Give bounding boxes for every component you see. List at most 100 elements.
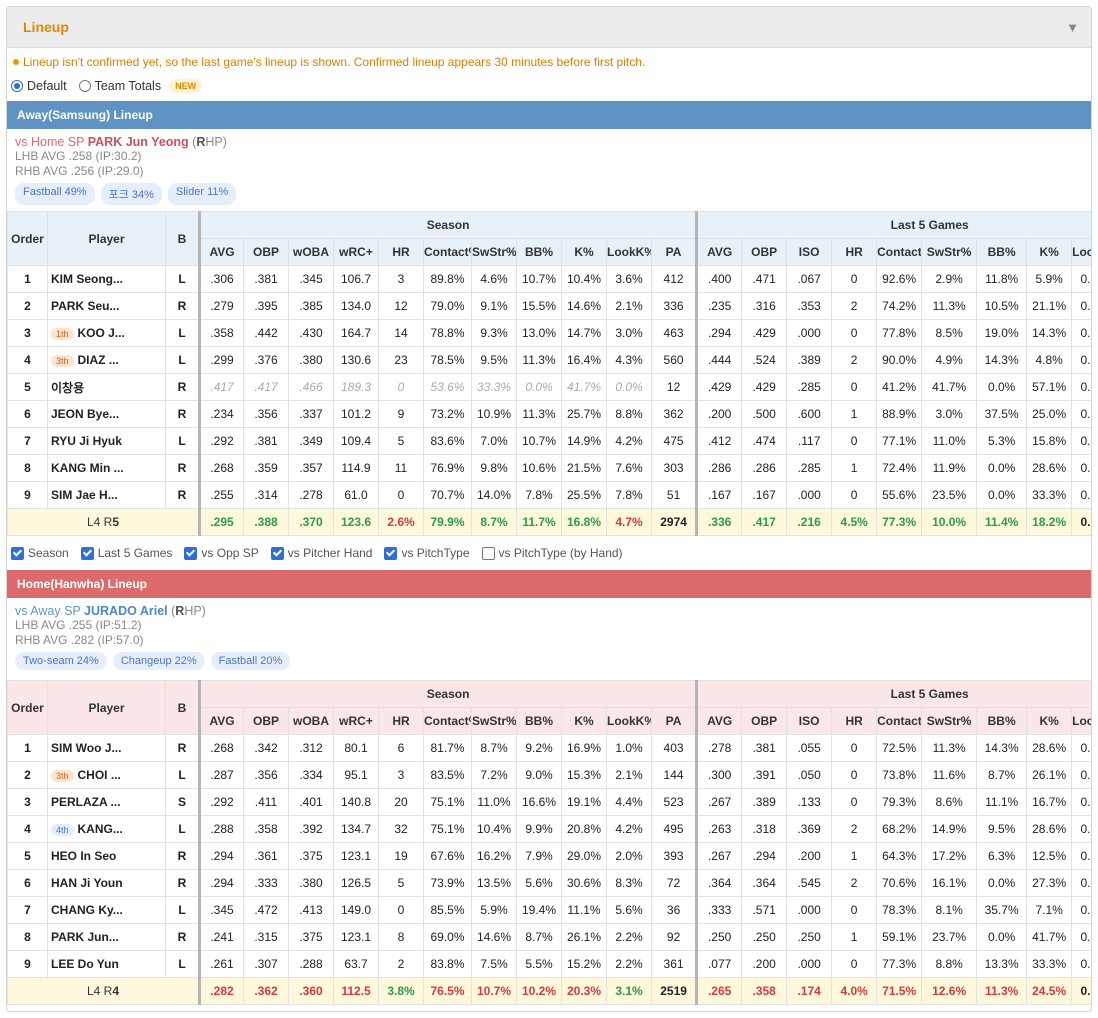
player-name[interactable]: JEON Bye... — [51, 407, 120, 421]
header-season-col[interactable]: Contact% — [423, 238, 472, 266]
player-name[interactable]: HAN Ji Youn — [51, 876, 123, 890]
header-last5-col[interactable]: SwStr% — [921, 707, 978, 735]
header-last5-col[interactable]: Contact% — [876, 238, 923, 266]
player-cell[interactable]: SIM Woo J... — [47, 734, 166, 762]
player-cell[interactable]: 3th DIAZ ... — [47, 346, 166, 374]
header-last5-col[interactable]: AVG — [695, 238, 743, 266]
checkbox-vs-pitchtype-by-hand[interactable] — [481, 546, 495, 560]
header-last5-col[interactable]: BB% — [976, 238, 1028, 266]
checkbox-vs-pitchtype[interactable] — [384, 546, 398, 560]
player-name[interactable]: KIM Seong... — [51, 272, 123, 286]
header-season-col[interactable]: AVG — [198, 707, 244, 735]
player-cell[interactable]: HEO In Seo — [47, 842, 166, 870]
header-season-col[interactable]: K% — [561, 238, 607, 266]
player-name[interactable]: KOO J... — [77, 326, 125, 340]
player-cell[interactable]: 1th KOO J... — [47, 319, 166, 347]
header-order[interactable]: Order — [7, 211, 48, 266]
header-last5-col[interactable]: OBP — [741, 707, 788, 735]
header-last5-col[interactable]: K% — [1026, 707, 1073, 735]
header-season-col[interactable]: HR — [378, 707, 424, 735]
header-season-col[interactable]: PA — [650, 238, 698, 266]
header-season-col[interactable]: wRC+ — [333, 707, 379, 735]
player-cell[interactable]: 4th KANG... — [47, 815, 166, 843]
header-last5-col[interactable]: ISO — [786, 238, 833, 266]
toggle-last5[interactable]: Last 5 Games — [80, 546, 172, 560]
toggle-vs-pitchtype[interactable]: vs PitchType — [384, 546, 470, 560]
header-season-col[interactable]: wOBA — [288, 707, 334, 735]
player-name[interactable]: 이창용 — [51, 380, 85, 395]
header-last5-col[interactable]: SwStr% — [921, 238, 978, 266]
player-cell[interactable]: SIM Jae H... — [47, 481, 166, 509]
toggle-vs-pitchtype-by-hand[interactable]: vs PitchType (by Hand) — [481, 546, 623, 560]
radio-default-circle[interactable] — [11, 80, 23, 92]
away-sp-name[interactable]: PARK Jun Yeong — [87, 135, 189, 149]
toggle-vs-pitcher-hand[interactable]: vs Pitcher Hand — [270, 546, 372, 560]
player-name[interactable]: SIM Woo J... — [51, 741, 122, 755]
player-name[interactable]: CHANG Ky... — [51, 903, 123, 917]
header-last5-col[interactable]: BB% — [976, 707, 1028, 735]
header-season-col[interactable]: SwStr% — [471, 707, 517, 735]
header-order[interactable]: Order — [7, 680, 48, 735]
header-season-col[interactable]: OBP — [243, 238, 289, 266]
header-season-col[interactable]: SwStr% — [471, 238, 517, 266]
player-cell[interactable]: 3th CHOI ... — [47, 761, 166, 789]
collapse-caret-icon[interactable]: ▼ — [1066, 19, 1079, 35]
player-cell[interactable]: HAN Ji Youn — [47, 869, 166, 897]
player-cell[interactable]: PARK Jun... — [47, 923, 166, 951]
header-last5-col[interactable]: K% — [1026, 238, 1073, 266]
header-last5-col[interactable]: OBP — [741, 238, 788, 266]
header-season-col[interactable]: HR — [378, 238, 424, 266]
header-season-col[interactable]: OBP — [243, 707, 289, 735]
player-name[interactable]: KANG... — [77, 822, 123, 836]
player-cell[interactable]: KANG Min ... — [47, 454, 166, 482]
player-name[interactable]: RYU Ji Hyuk — [51, 434, 122, 448]
player-cell[interactable]: KIM Seong... — [47, 265, 166, 293]
header-last5-col[interactable]: Contact% — [876, 707, 923, 735]
home-sp-name[interactable]: JURADO Ariel — [84, 604, 168, 618]
header-season-col[interactable]: LookK% — [606, 707, 652, 735]
header-last5-col[interactable]: HR — [831, 238, 878, 266]
header-season-col[interactable]: BB% — [516, 238, 562, 266]
player-cell[interactable]: RYU Ji Hyuk — [47, 427, 166, 455]
header-last5-col[interactable]: ISO — [786, 707, 833, 735]
header-last5-col[interactable]: LookK% — [1071, 238, 1091, 266]
header-season-col[interactable]: LookK% — [606, 238, 652, 266]
checkbox-vs-pitcher-hand[interactable] — [270, 546, 284, 560]
player-cell[interactable]: 이창용 — [47, 373, 166, 401]
player-name[interactable]: PERLAZA ... — [51, 795, 121, 809]
header-season-col[interactable]: wRC+ — [333, 238, 379, 266]
toggle-vs-opp-sp[interactable]: vs Opp SP — [184, 546, 259, 560]
player-cell[interactable]: PARK Seu... — [47, 292, 166, 320]
header-season-col[interactable]: BB% — [516, 707, 562, 735]
toggle-season[interactable]: Season — [11, 546, 69, 560]
header-bats[interactable]: B — [165, 211, 200, 266]
radio-team-totals-circle[interactable] — [78, 80, 91, 92]
checkbox-season[interactable] — [11, 546, 24, 560]
header-player[interactable]: Player — [47, 680, 166, 735]
checkbox-last5[interactable] — [80, 546, 94, 560]
player-cell[interactable]: JEON Bye... — [47, 400, 166, 428]
player-cell[interactable]: LEE Do Yun — [47, 950, 166, 978]
header-season-col[interactable]: K% — [561, 707, 607, 735]
player-name[interactable]: KANG Min ... — [51, 461, 124, 475]
header-season-col[interactable]: AVG — [198, 238, 244, 266]
player-cell[interactable]: CHANG Ky... — [47, 896, 166, 924]
radio-default[interactable]: Default — [11, 79, 67, 93]
header-bats[interactable]: B — [165, 680, 200, 735]
checkbox-vs-opp-sp[interactable] — [184, 546, 198, 560]
header-last5-col[interactable]: HR — [831, 707, 878, 735]
panel-header[interactable]: Lineup ▼ — [7, 7, 1091, 48]
header-player[interactable]: Player — [47, 211, 166, 266]
header-season-col[interactable]: wOBA — [288, 238, 334, 266]
player-name[interactable]: HEO In Seo — [51, 849, 117, 863]
player-cell[interactable]: PERLAZA ... — [47, 788, 166, 816]
player-name[interactable]: PARK Seu... — [51, 299, 120, 313]
header-season-col[interactable]: Contact% — [423, 707, 472, 735]
player-name[interactable]: DIAZ ... — [77, 353, 119, 367]
header-last5-col[interactable]: AVG — [695, 707, 743, 735]
radio-team-totals[interactable]: Team Totals — [78, 79, 161, 93]
player-name[interactable]: SIM Jae H... — [51, 488, 118, 502]
player-name[interactable]: PARK Jun... — [51, 930, 119, 944]
player-name[interactable]: LEE Do Yun — [51, 957, 119, 971]
header-season-col[interactable]: PA — [650, 707, 698, 735]
